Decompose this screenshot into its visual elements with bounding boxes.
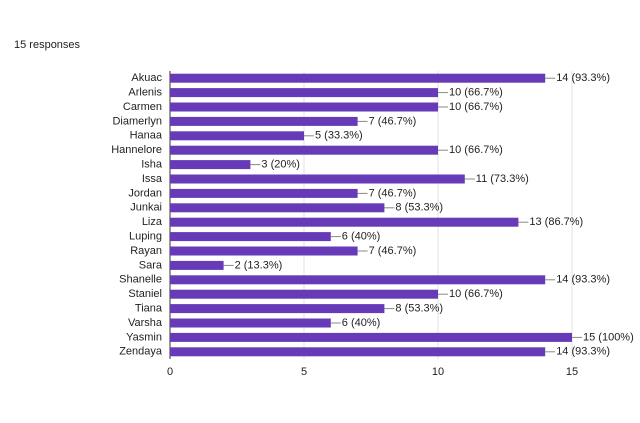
- y-tick-label: Varsha: [128, 317, 163, 329]
- value-label: 14 (93.3%): [556, 346, 610, 358]
- bar: [170, 88, 438, 98]
- bar: [170, 145, 438, 155]
- y-tick-label: Luping: [129, 231, 162, 243]
- value-label: 8 (53.3%): [395, 202, 443, 214]
- y-tick-label: Issa: [142, 173, 163, 185]
- bar: [170, 102, 438, 112]
- value-label: 6 (40%): [342, 317, 381, 329]
- value-label: 10 (66.7%): [449, 87, 503, 99]
- bar: [170, 304, 385, 314]
- value-label: 14 (93.3%): [556, 274, 610, 286]
- bar: [170, 160, 251, 170]
- bar: [170, 174, 465, 184]
- value-label: 7 (46.7%): [369, 115, 417, 127]
- bar: [170, 318, 331, 328]
- y-tick-label: Junkai: [130, 202, 162, 214]
- y-tick-label: Diamerlyn: [112, 115, 162, 127]
- y-tick-label: Carmen: [123, 101, 162, 113]
- value-label: 10 (66.7%): [449, 101, 503, 113]
- y-tick-label: Arlenis: [128, 87, 162, 99]
- bar: [170, 260, 224, 270]
- value-label: 10 (66.7%): [449, 288, 503, 300]
- bar: [170, 289, 438, 299]
- y-tick-label: Isha: [141, 159, 163, 171]
- value-label: 8 (53.3%): [395, 303, 443, 315]
- value-label: 15 (100%): [583, 331, 634, 343]
- response-count: 15 responses: [14, 39, 81, 51]
- bar: [170, 347, 546, 357]
- y-tick-label: Liza: [142, 216, 163, 228]
- x-tick-label: 5: [301, 366, 307, 378]
- bar: [170, 246, 358, 256]
- value-label: 11 (73.3%): [476, 173, 529, 185]
- y-tick-label: Hannelore: [111, 144, 162, 156]
- x-tick-label: 0: [167, 366, 173, 378]
- value-label: 6 (40%): [342, 231, 381, 243]
- y-tick-label: Jordan: [128, 187, 162, 199]
- value-label: 14 (93.3%): [556, 72, 610, 84]
- value-label: 10 (66.7%): [449, 144, 503, 156]
- y-tick-label: Tiana: [135, 303, 163, 315]
- value-label: 7 (46.7%): [369, 245, 417, 257]
- value-label: 3 (20%): [261, 159, 300, 171]
- y-tick-label: Akuac: [131, 72, 162, 84]
- bar: [170, 232, 331, 242]
- bar: [170, 188, 358, 198]
- bar: [170, 275, 546, 285]
- y-tick-label: Rayan: [130, 245, 162, 257]
- y-tick-label: Sara: [139, 259, 163, 271]
- y-tick-label: Zendaya: [119, 346, 163, 358]
- x-tick-label: 15: [566, 366, 578, 378]
- value-label: 7 (46.7%): [369, 187, 417, 199]
- y-tick-label: Shanelle: [119, 274, 162, 286]
- bar: [170, 73, 546, 83]
- bar: [170, 332, 572, 342]
- x-tick-label: 10: [432, 366, 444, 378]
- bar: [170, 217, 519, 227]
- bar: [170, 203, 385, 213]
- bar: [170, 131, 304, 141]
- value-label: 2 (13.3%): [235, 259, 283, 271]
- value-label: 13 (86.7%): [529, 216, 583, 228]
- y-tick-label: Staniel: [128, 288, 162, 300]
- y-tick-label: Yasmin: [126, 331, 162, 343]
- y-tick-label: Hanaa: [130, 130, 163, 142]
- value-label: 5 (33.3%): [315, 130, 363, 142]
- bar: [170, 116, 358, 126]
